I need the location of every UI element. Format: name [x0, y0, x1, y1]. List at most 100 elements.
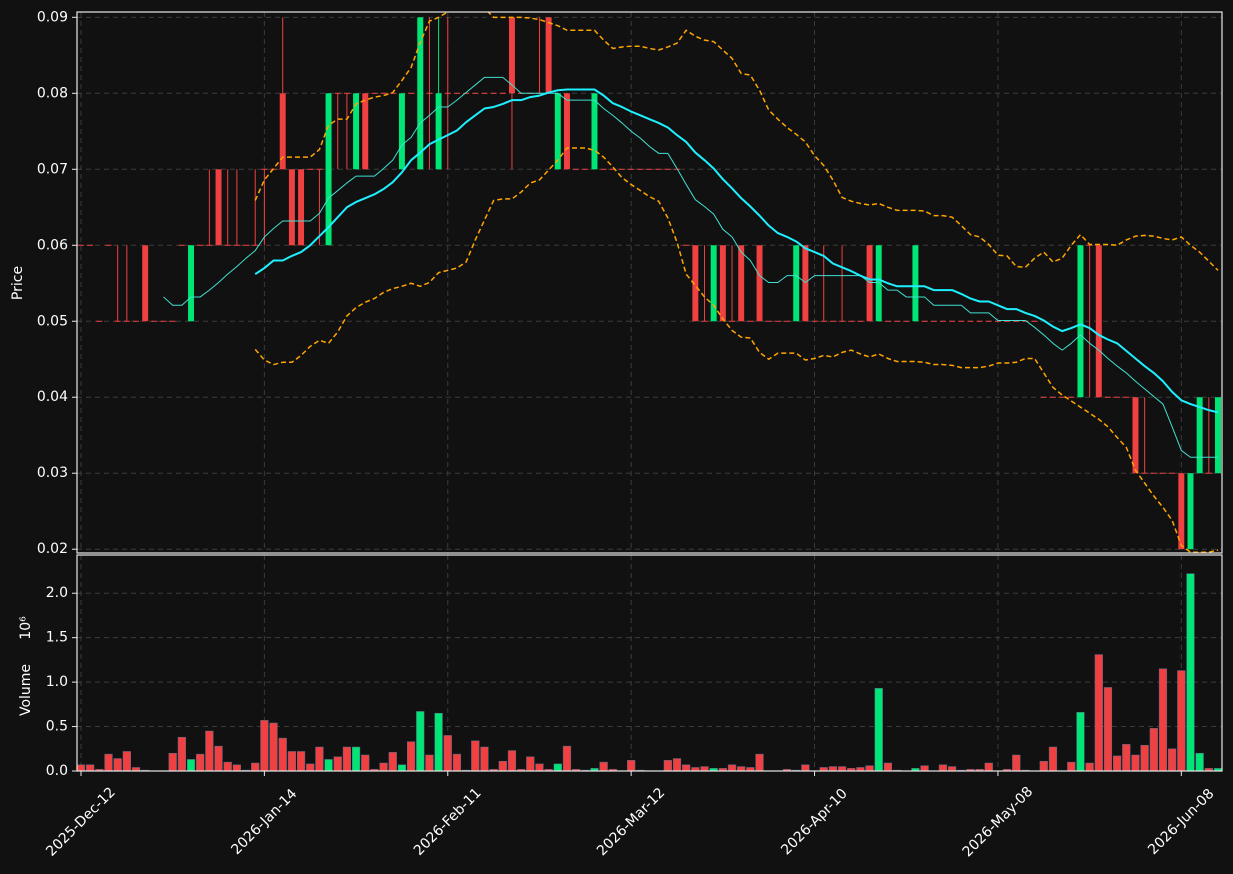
candle-body — [628, 168, 635, 170]
candle-body — [1095, 245, 1102, 398]
volume-bar — [700, 766, 709, 771]
volume-bar — [471, 740, 480, 771]
y-tick-label: 0.09 — [37, 9, 68, 25]
volume-bar — [251, 762, 260, 771]
candle-body — [1077, 245, 1084, 398]
volume-frame — [76, 554, 1223, 772]
candle-body — [1123, 396, 1130, 398]
candle-body — [188, 245, 195, 322]
candle-body — [619, 168, 625, 170]
candle-body — [582, 168, 589, 170]
candle-body — [719, 245, 726, 322]
grid — [77, 12, 1222, 772]
candle-body — [160, 320, 167, 322]
candle-body — [87, 244, 94, 246]
candle-body — [921, 320, 928, 322]
y-tick-label: 1.5 — [46, 630, 68, 646]
candle-body — [591, 93, 598, 170]
candle-body — [453, 92, 460, 94]
volume-offset-label: 10⁶ — [18, 616, 34, 640]
candle-body — [1215, 397, 1221, 474]
volume-bar — [1067, 761, 1076, 771]
volume-bar — [95, 768, 104, 771]
candle-body — [298, 169, 305, 246]
volume-bar — [361, 754, 370, 771]
y-tick-label: 0.02 — [37, 541, 68, 557]
volume-bar — [434, 712, 443, 771]
candle-body — [371, 92, 378, 94]
volume-bar — [1149, 728, 1158, 771]
candle-body — [829, 320, 836, 322]
candle-body — [142, 245, 149, 322]
candle-body — [1040, 396, 1047, 398]
volume-bar — [517, 768, 526, 771]
candle-body — [692, 245, 699, 322]
volume-bar — [287, 751, 296, 771]
volume-bar — [507, 750, 517, 771]
candle-body — [1169, 472, 1176, 474]
candle-body — [949, 320, 956, 322]
candle-body — [1049, 396, 1056, 398]
candle-body — [215, 169, 222, 246]
candle-body — [774, 320, 781, 322]
candle-body — [930, 320, 937, 322]
candle-body — [224, 244, 231, 246]
volume-bar — [920, 765, 929, 771]
price-frame — [76, 11, 1223, 554]
candle-body — [820, 320, 827, 322]
volume-bar — [553, 763, 562, 771]
candle-body — [857, 320, 864, 322]
volume-bar — [947, 766, 957, 771]
y-tick-label: 0.5 — [46, 719, 68, 735]
volume-bar — [406, 741, 416, 771]
candle-body — [1141, 472, 1148, 474]
candle-body — [380, 92, 387, 94]
candle-body — [545, 17, 552, 94]
overlay-lines — [163, 12, 1219, 553]
candle-body — [288, 169, 295, 246]
volume-bar — [938, 764, 948, 771]
volume-bar — [599, 761, 608, 771]
candle-body — [967, 320, 974, 322]
candle-body — [994, 320, 1001, 322]
candle-body — [243, 244, 250, 246]
volume-bar — [388, 752, 397, 771]
candle-body — [444, 92, 451, 94]
candle-body — [756, 245, 763, 322]
volume-bar — [1103, 687, 1113, 771]
candle-body — [151, 320, 158, 322]
volume-bar — [122, 751, 131, 771]
candle-body — [912, 245, 919, 322]
volume-bar — [608, 768, 617, 771]
candle-body — [252, 244, 259, 246]
overlay-line — [163, 76, 1218, 458]
candle-body — [261, 168, 268, 170]
volume-bar — [351, 746, 361, 771]
candle-body — [1187, 473, 1194, 550]
volume-bar — [306, 763, 315, 771]
volume-bar — [874, 688, 883, 771]
volume-bar — [1186, 573, 1195, 771]
volume-bar — [672, 758, 682, 771]
candle-body — [683, 244, 690, 246]
candle-body — [334, 92, 341, 94]
volume-bar — [801, 764, 810, 771]
volume-bar — [168, 752, 177, 771]
candle-body — [985, 320, 992, 322]
volume-bar — [746, 767, 755, 771]
candle-body — [866, 245, 873, 322]
candle-body — [490, 92, 497, 94]
candle-body — [848, 320, 855, 322]
volume-bar — [223, 761, 232, 771]
volume-bar — [379, 762, 388, 771]
volume-bar — [186, 759, 196, 771]
volume-bar — [1177, 670, 1186, 771]
candle-body — [435, 93, 442, 170]
price-axis-label: Price — [10, 266, 26, 300]
volume-bar — [443, 735, 452, 771]
volume-bar — [984, 762, 993, 771]
volume-bar — [737, 766, 746, 771]
volume-bar — [214, 745, 223, 771]
y-tick-label: 0.03 — [37, 465, 68, 481]
